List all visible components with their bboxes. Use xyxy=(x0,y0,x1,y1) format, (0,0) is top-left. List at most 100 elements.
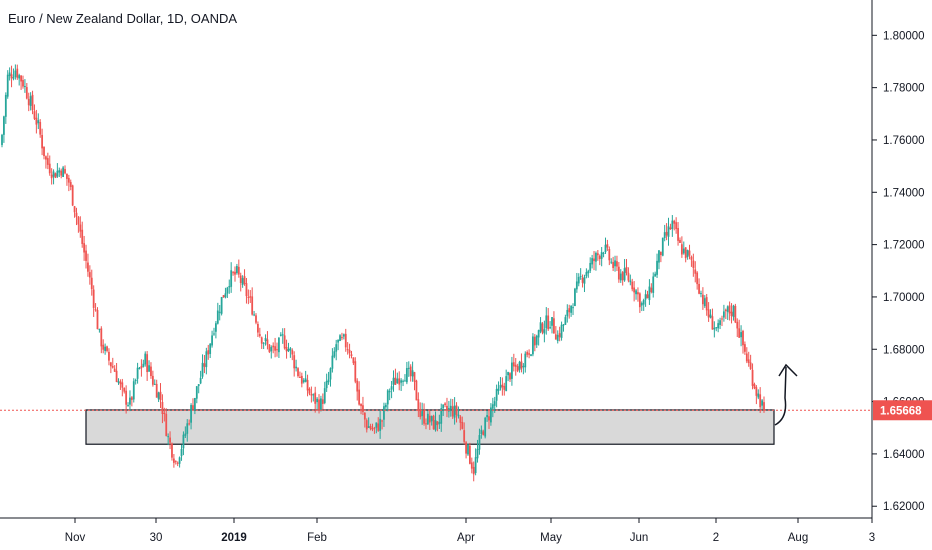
candle-body xyxy=(692,260,695,268)
candle xyxy=(467,443,469,456)
candle xyxy=(281,328,284,344)
candle-body xyxy=(711,316,714,330)
candle xyxy=(323,381,326,405)
candle xyxy=(700,290,702,298)
candle xyxy=(562,323,565,332)
candle-body xyxy=(304,378,307,382)
candle-body xyxy=(759,394,762,408)
candle xyxy=(100,326,103,354)
candle-body xyxy=(115,370,118,382)
candle-body xyxy=(37,120,40,124)
candle-body xyxy=(6,74,9,97)
candle xyxy=(598,254,601,266)
candle-body xyxy=(71,185,74,206)
candle xyxy=(669,223,672,230)
candle xyxy=(490,403,492,426)
candle xyxy=(356,378,359,401)
candle-body xyxy=(680,244,683,255)
candle-body xyxy=(339,335,341,341)
candle-body xyxy=(211,335,213,346)
candle-body xyxy=(129,397,131,405)
candle xyxy=(276,342,278,357)
candle-body xyxy=(8,72,11,77)
candle-body xyxy=(650,287,653,293)
candle xyxy=(373,426,376,434)
candle xyxy=(16,64,19,80)
candle-body xyxy=(96,310,99,330)
candle-body xyxy=(383,406,385,420)
candle xyxy=(425,418,427,430)
candle-body xyxy=(673,220,676,224)
candle xyxy=(478,428,481,455)
candle xyxy=(744,341,746,355)
candle xyxy=(329,367,332,387)
candle-body xyxy=(192,405,194,410)
candle-body xyxy=(325,380,328,389)
candle-body xyxy=(176,462,179,464)
candle xyxy=(314,386,317,413)
time-tick-label: May xyxy=(540,532,562,544)
candle-body xyxy=(87,262,89,272)
candle xyxy=(587,269,590,278)
candle-body xyxy=(621,272,624,281)
candle-body xyxy=(193,397,196,410)
candle xyxy=(566,304,569,323)
candle xyxy=(558,326,561,342)
candle-body xyxy=(214,323,217,332)
candle xyxy=(560,321,563,341)
candle xyxy=(98,328,101,333)
candle-body xyxy=(260,337,263,344)
candle-body xyxy=(593,258,595,262)
candle xyxy=(8,67,11,81)
candle-body xyxy=(31,94,34,111)
candle-body xyxy=(48,163,51,174)
candle xyxy=(45,155,47,169)
candle xyxy=(526,350,529,358)
candle-body xyxy=(64,169,66,174)
candle xyxy=(736,318,739,338)
candle-body xyxy=(507,372,509,376)
candle-body xyxy=(669,227,672,230)
candle-body xyxy=(134,379,137,381)
candle xyxy=(96,307,99,330)
candle xyxy=(279,332,282,337)
candle-body xyxy=(472,466,475,475)
candle xyxy=(54,172,57,179)
candle xyxy=(150,362,152,379)
candle-body xyxy=(461,421,464,429)
candle-body xyxy=(279,334,282,336)
candle-body xyxy=(505,376,508,392)
candle-body xyxy=(438,422,441,424)
candle-body xyxy=(148,365,150,372)
candle xyxy=(698,278,700,295)
candle xyxy=(430,415,433,426)
candle xyxy=(22,75,24,89)
candle xyxy=(3,115,5,143)
candle-body xyxy=(642,299,645,305)
candle xyxy=(692,253,695,277)
candle-body xyxy=(350,354,353,357)
candle xyxy=(342,333,345,340)
candle-body xyxy=(560,324,563,338)
projection-arrow[interactable] xyxy=(774,366,787,426)
candle xyxy=(753,382,756,390)
candle xyxy=(386,389,389,412)
candle xyxy=(411,361,414,382)
candle-body xyxy=(39,122,42,135)
candle-body xyxy=(736,321,739,329)
candle xyxy=(241,275,244,288)
candle xyxy=(520,353,523,373)
candle-body xyxy=(558,333,561,338)
time-axis[interactable]: Nov 30 2019 Feb Apr May Jun 2 Aug 3 xyxy=(65,518,875,544)
candle xyxy=(484,416,487,439)
candle xyxy=(392,370,395,392)
candle-body xyxy=(371,428,374,430)
candle xyxy=(474,448,477,476)
candle-body xyxy=(543,329,546,334)
candle xyxy=(650,283,653,294)
candle xyxy=(350,350,353,359)
candle-body xyxy=(111,366,114,368)
candle xyxy=(585,268,588,279)
candle-body xyxy=(579,276,582,278)
candle-body xyxy=(174,461,177,463)
